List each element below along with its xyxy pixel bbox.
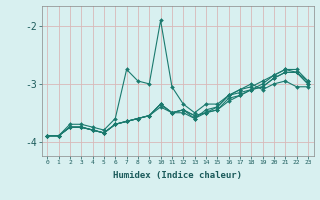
X-axis label: Humidex (Indice chaleur): Humidex (Indice chaleur) [113, 171, 242, 180]
